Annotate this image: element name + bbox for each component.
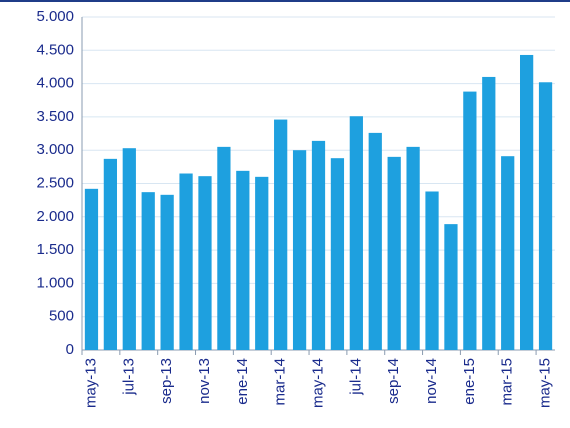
bar bbox=[122, 148, 136, 350]
bar bbox=[538, 82, 553, 350]
bar bbox=[406, 146, 420, 350]
bar bbox=[236, 170, 250, 350]
bar bbox=[160, 194, 174, 350]
bar bbox=[330, 158, 345, 350]
y-tick-label: 1.000 bbox=[36, 274, 74, 291]
x-tick-label: jul-13 bbox=[120, 358, 137, 396]
bar bbox=[103, 158, 118, 350]
y-tick-label: 3.000 bbox=[36, 141, 74, 158]
x-tick-label: sep-14 bbox=[385, 358, 402, 404]
y-tick-label: 2.500 bbox=[36, 174, 74, 191]
bar bbox=[311, 140, 326, 350]
y-tick-label: 2.000 bbox=[36, 208, 74, 225]
y-tick-label: 4.000 bbox=[36, 75, 74, 92]
x-tick-label: nov-13 bbox=[196, 358, 213, 404]
x-tick-label: may-13 bbox=[82, 358, 99, 408]
x-tick-label: jul-14 bbox=[347, 358, 364, 396]
y-tick-label: 1.500 bbox=[36, 241, 74, 258]
x-tick-label: mar-14 bbox=[272, 358, 289, 406]
bar bbox=[255, 176, 269, 350]
bar bbox=[141, 192, 155, 350]
x-tick-label: mar-15 bbox=[499, 358, 516, 406]
x-tick-label: may-14 bbox=[309, 358, 326, 408]
y-tick-label: 500 bbox=[49, 308, 74, 325]
x-tick-label: ene-15 bbox=[461, 358, 478, 405]
bar bbox=[444, 224, 458, 350]
x-tick-label: nov-14 bbox=[423, 358, 440, 404]
y-tick-label: 5.000 bbox=[36, 8, 74, 25]
bar bbox=[179, 173, 193, 350]
bar bbox=[387, 156, 401, 350]
bar bbox=[198, 176, 212, 350]
x-tick-label: may-15 bbox=[537, 358, 554, 408]
x-tick-label: ene-14 bbox=[234, 358, 251, 405]
bar bbox=[501, 156, 515, 350]
y-tick-label: 0 bbox=[66, 341, 74, 358]
bar bbox=[425, 191, 439, 350]
y-tick-label: 4.500 bbox=[36, 41, 74, 58]
bar bbox=[463, 91, 477, 350]
y-tick-label: 3.500 bbox=[36, 108, 74, 125]
bar bbox=[217, 146, 231, 350]
bar bbox=[519, 54, 534, 350]
bar bbox=[368, 132, 382, 350]
bar bbox=[482, 76, 496, 350]
bar bbox=[349, 116, 363, 350]
bar bbox=[292, 150, 307, 350]
bar bbox=[84, 188, 99, 350]
bar bbox=[274, 119, 288, 351]
x-tick-label: sep-13 bbox=[158, 358, 175, 404]
